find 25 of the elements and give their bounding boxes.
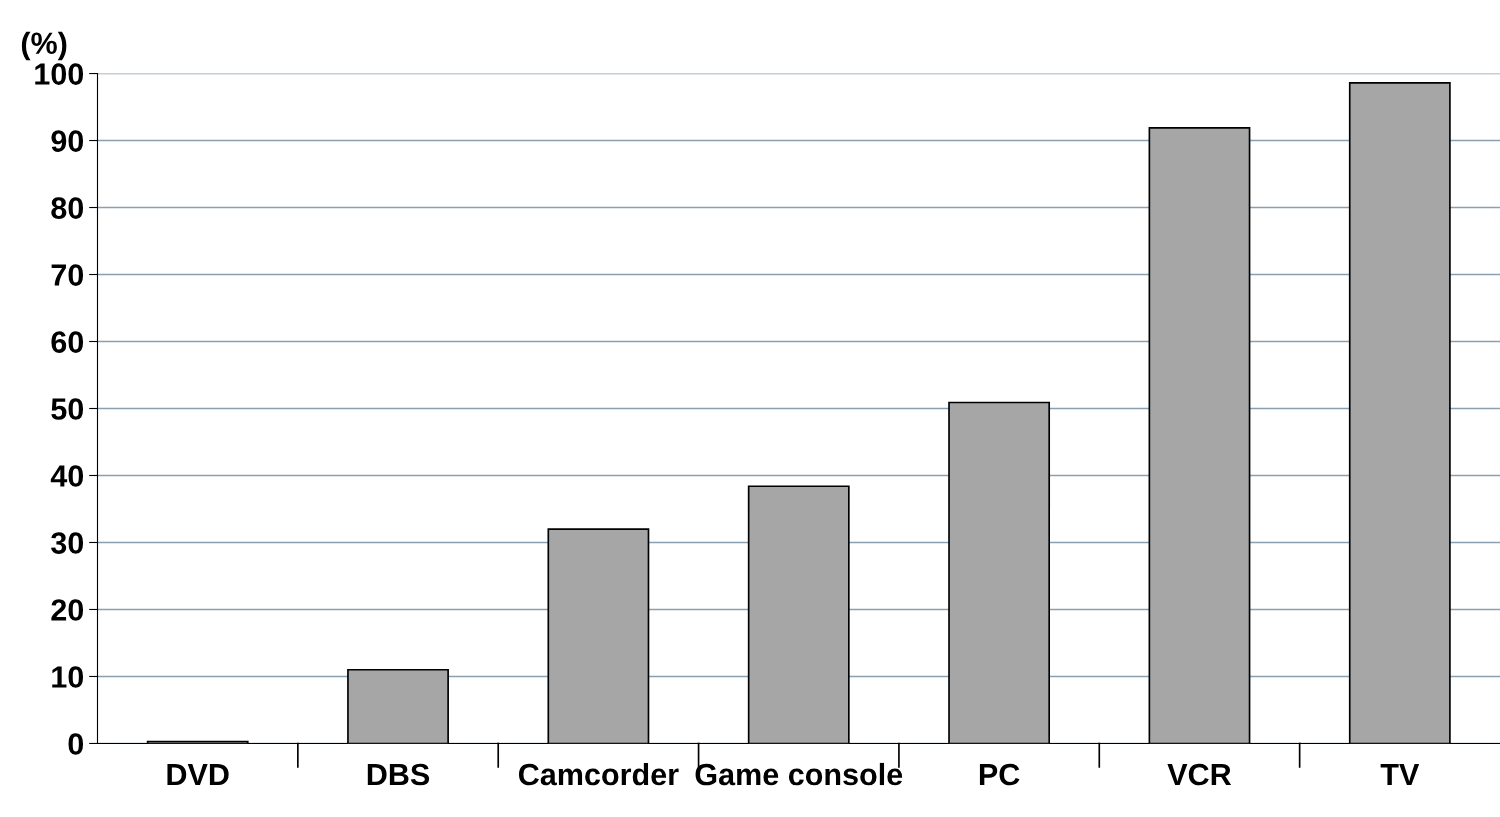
y-tick-label: 0 — [68, 733, 84, 755]
y-tick-label: 70 — [51, 264, 84, 286]
x-tick-label: DVD — [167, 764, 229, 786]
y-axis-title: (%) — [21, 31, 67, 61]
x-tick-label: Camcorder — [518, 762, 679, 786]
y-tick-label: 90 — [51, 130, 84, 152]
y-tick-label: 100 — [35, 63, 84, 85]
x-tick-label: VCR — [1167, 763, 1232, 786]
y-tick-label: 60 — [51, 331, 84, 353]
y-tick-label: 40 — [50, 465, 84, 487]
x-tick-label: Game console — [695, 762, 903, 786]
x-tick-label: TV — [1380, 764, 1420, 786]
x-tick-label: PC — [979, 763, 1020, 786]
bar — [1348, 82, 1451, 744]
y-tick-label: 10 — [52, 666, 84, 688]
y-tick-label: 80 — [51, 197, 84, 219]
bar — [547, 528, 650, 744]
bar — [1148, 126, 1251, 744]
bar — [747, 485, 850, 744]
y-tick-label: 50 — [51, 398, 84, 420]
x-tick-label: DBS — [367, 763, 430, 786]
y-tick-label: 20 — [51, 599, 84, 621]
bar — [347, 668, 449, 744]
y-tick-label: 30 — [51, 532, 84, 554]
bar — [948, 401, 1051, 744]
